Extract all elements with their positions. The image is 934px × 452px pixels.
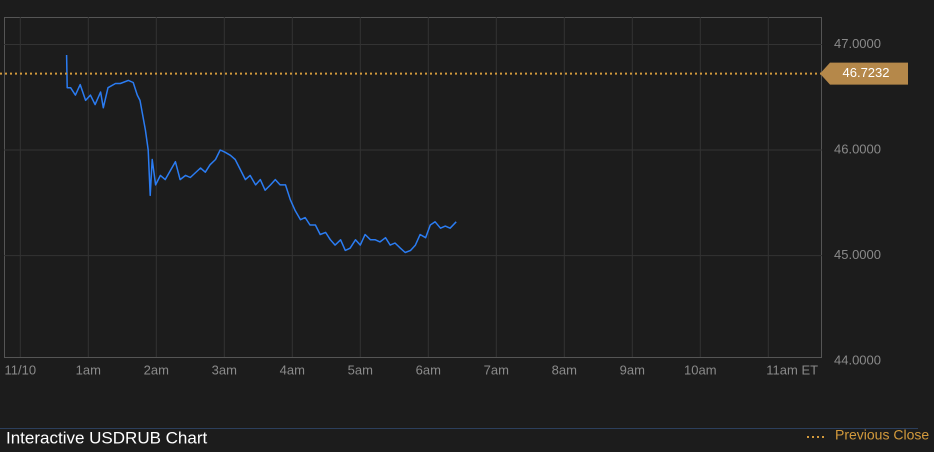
price-line	[65, 54, 457, 254]
x-tick-label: 11/10	[5, 362, 37, 377]
x-tick-label: 7am	[484, 362, 509, 377]
x-tick-label: 6am	[416, 362, 441, 377]
plot-frame	[4, 17, 822, 358]
x-tick-label: 4am	[280, 362, 305, 377]
previous-close-tag	[820, 62, 908, 85]
x-tick-label: 8am	[552, 362, 577, 377]
x-tick-label: 9am	[620, 362, 645, 377]
x-tick-label: 2am	[144, 362, 169, 377]
x-tick-label: 1am	[76, 362, 101, 377]
y-tick-label: 44.0000	[834, 353, 881, 368]
x-tick-label: 3am	[212, 362, 237, 377]
y-tick-label: 47.0000	[834, 36, 881, 51]
x-tick-label: 5am	[348, 362, 373, 377]
previous-close-value: 46.7232	[843, 65, 890, 80]
legend-label: Previous Close	[835, 427, 929, 443]
chart-title: Interactive USDRUB Chart	[6, 428, 208, 447]
x-tick-label: 10am	[684, 362, 717, 377]
x-tick-label: 11am ET	[766, 362, 818, 377]
y-tick-label: 46.0000	[834, 141, 881, 156]
y-tick-label: 45.0000	[834, 247, 881, 262]
